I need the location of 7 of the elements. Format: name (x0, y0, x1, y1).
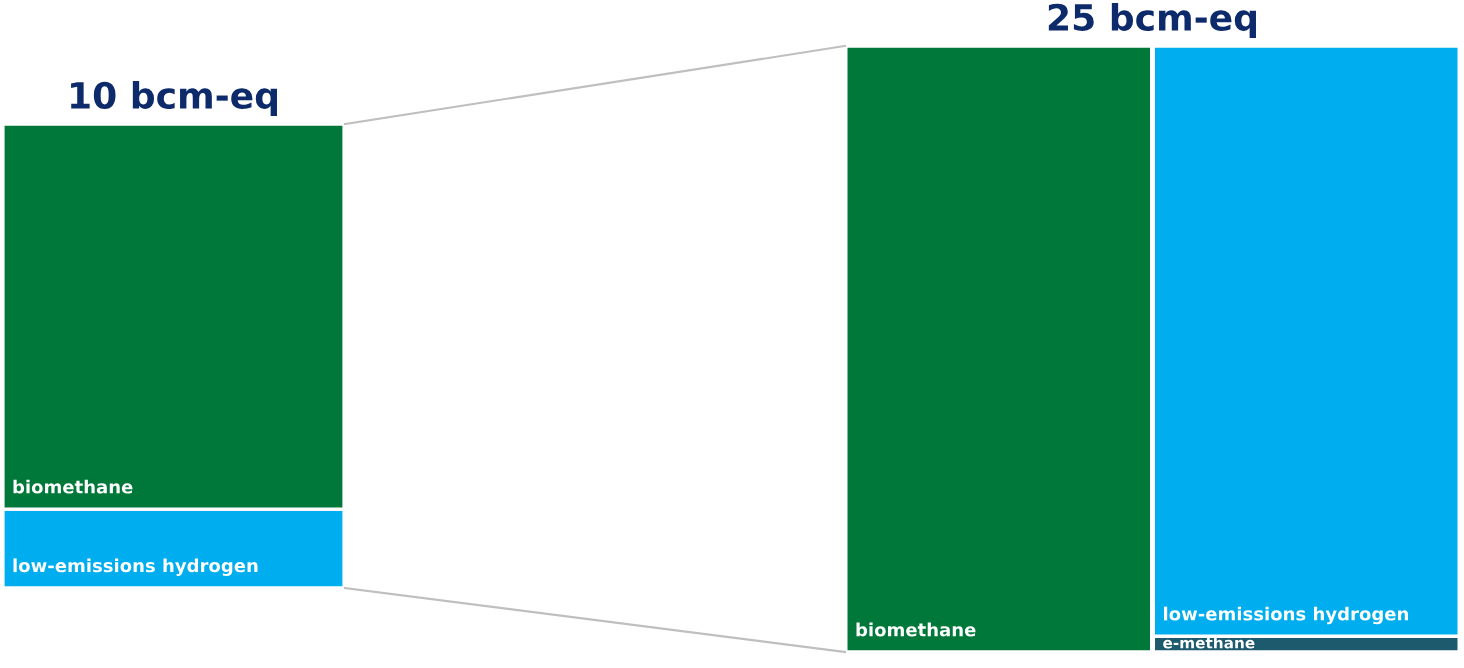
series-label: e-methane (1163, 636, 1255, 649)
chart-title: 10 bcm-eq (71, 81, 277, 116)
chart-title: 25 bcm-eq (1048, 3, 1256, 38)
series-label: biomethane (13, 479, 133, 494)
series-label: low-emissions hydrogen (13, 558, 258, 576)
series-label: biomethane (856, 622, 976, 637)
series-label: low-emissions hydrogen (1164, 606, 1408, 625)
